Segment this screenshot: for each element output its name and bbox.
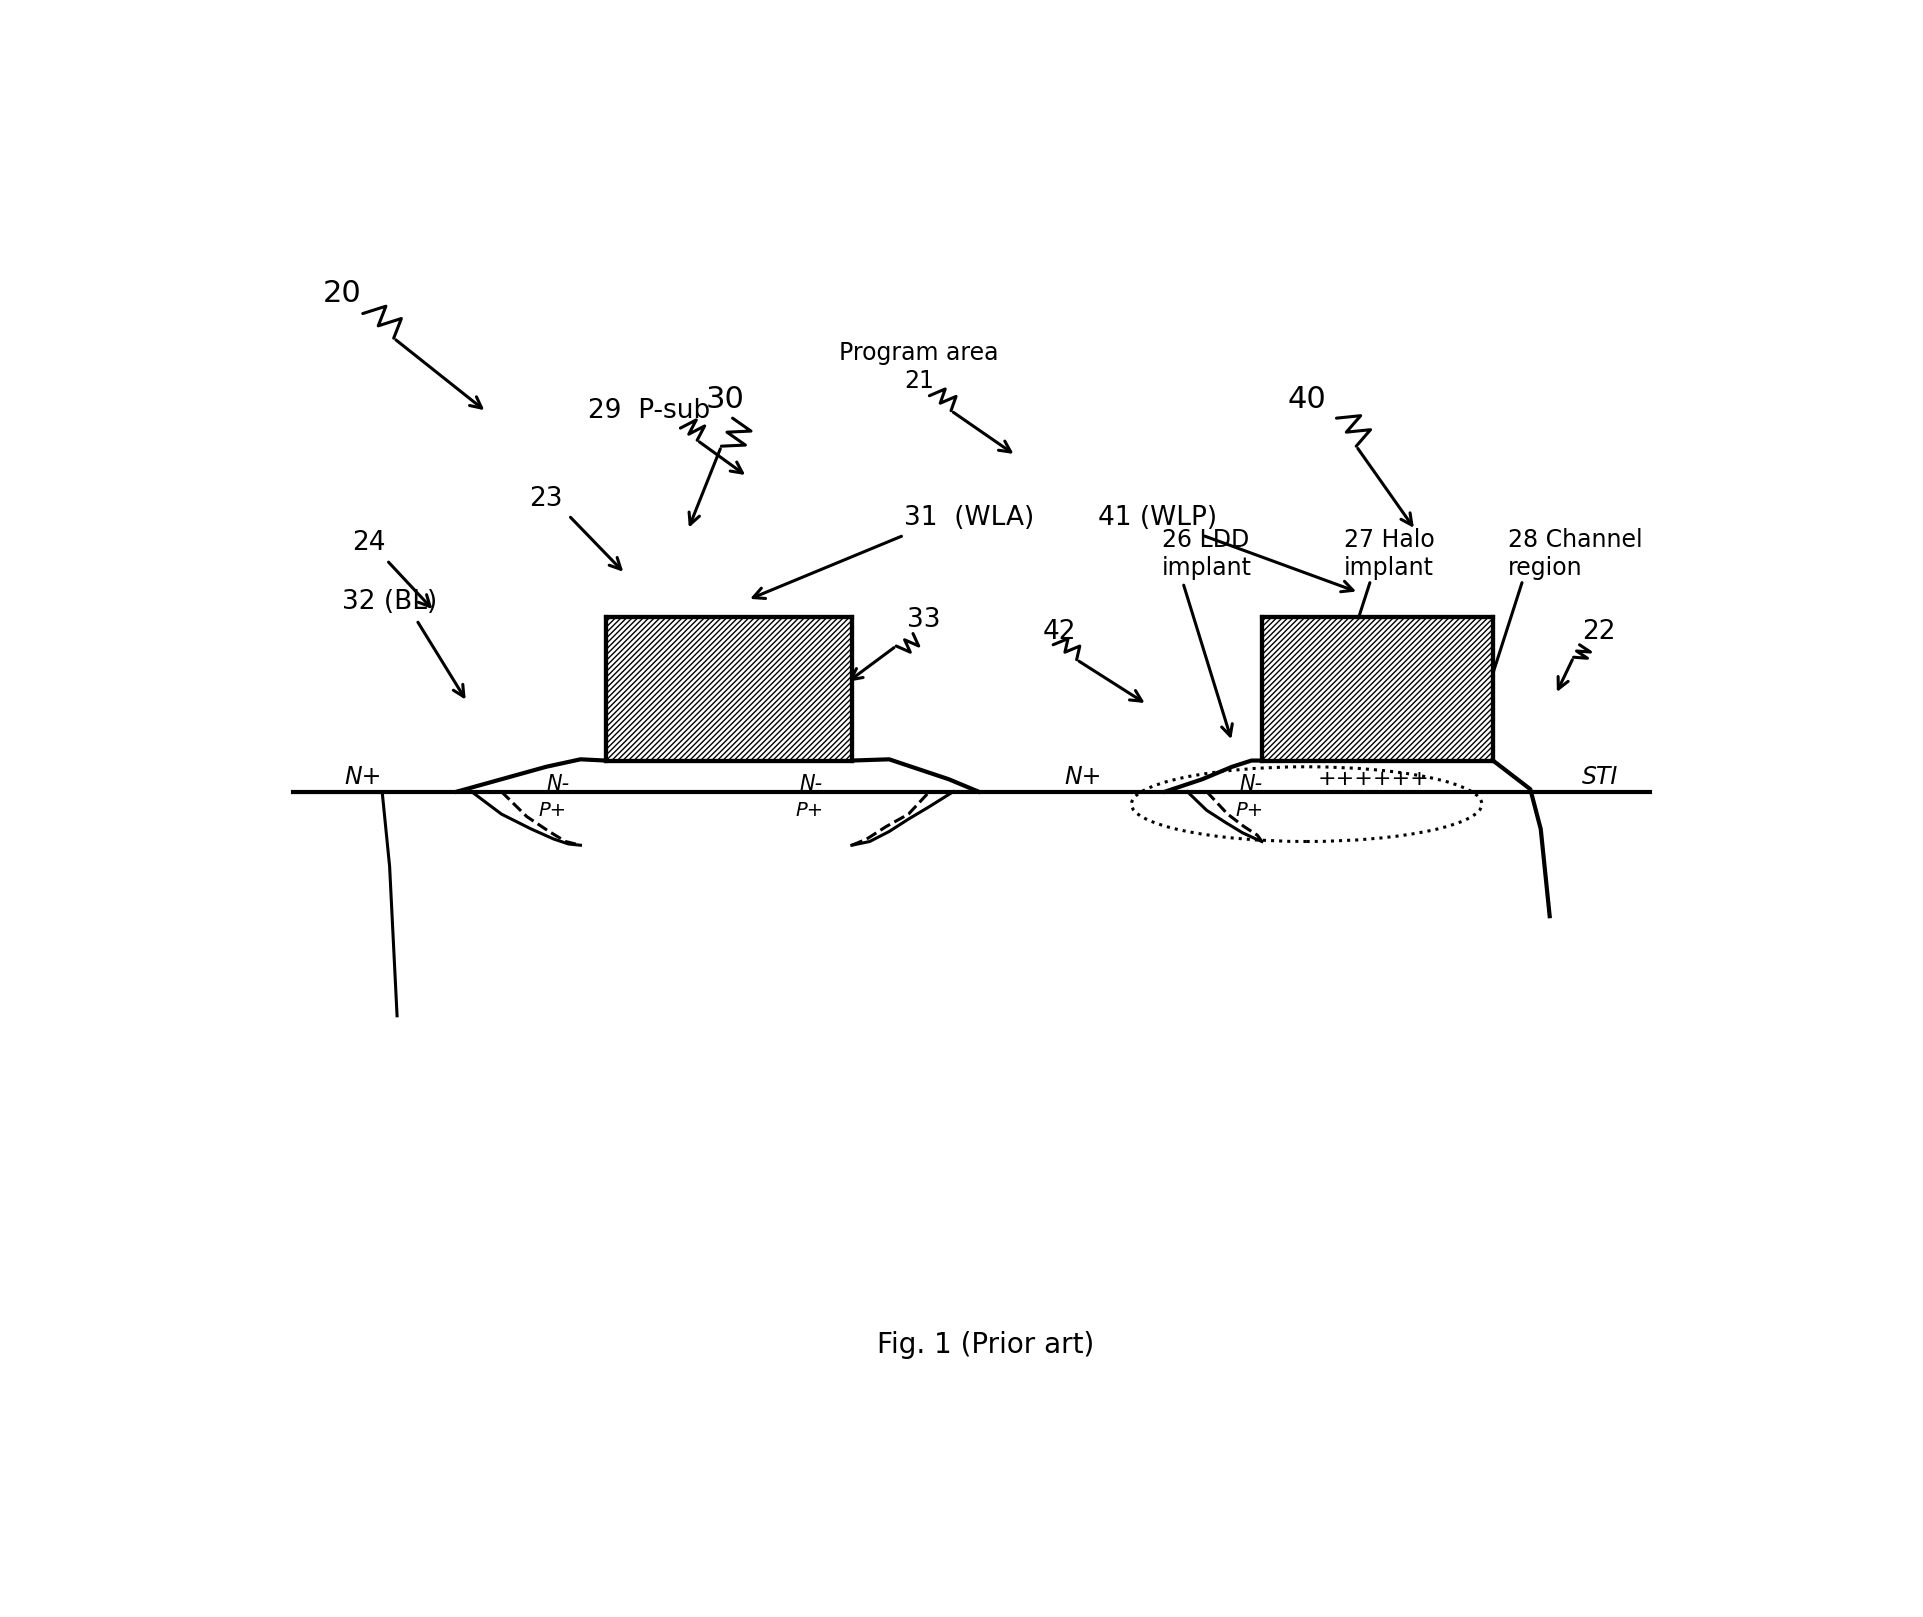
Text: implant: implant xyxy=(1342,556,1433,579)
Text: STI: STI xyxy=(1581,765,1617,789)
Text: 32 (BL): 32 (BL) xyxy=(342,590,437,616)
Text: 40: 40 xyxy=(1286,385,1325,414)
Text: P+: P+ xyxy=(794,800,823,820)
Text: Fig. 1 (Prior art): Fig. 1 (Prior art) xyxy=(877,1331,1094,1358)
Text: 31  (WLA): 31 (WLA) xyxy=(904,505,1035,530)
Text: 21: 21 xyxy=(904,369,933,393)
Text: region: region xyxy=(1508,556,1583,579)
Text: 33: 33 xyxy=(906,606,940,632)
Text: N-: N- xyxy=(1238,775,1261,794)
Text: 27 Halo: 27 Halo xyxy=(1342,529,1435,551)
Text: 20: 20 xyxy=(323,280,362,309)
Text: N-: N- xyxy=(546,775,569,794)
Text: 42: 42 xyxy=(1042,619,1075,645)
Text: 23: 23 xyxy=(529,487,563,513)
Bar xyxy=(606,618,852,760)
Text: 24: 24 xyxy=(352,530,387,556)
Text: P+: P+ xyxy=(538,800,567,820)
Text: 28 Channel: 28 Channel xyxy=(1508,529,1642,551)
Text: implant: implant xyxy=(1161,556,1252,579)
Text: 29  P-sub: 29 P-sub xyxy=(588,398,710,424)
Text: P+: P+ xyxy=(1235,800,1263,820)
Text: 22: 22 xyxy=(1581,619,1615,645)
Text: Program area: Program area xyxy=(838,341,998,365)
Text: ++++++: ++++++ xyxy=(1317,770,1429,789)
Text: 30: 30 xyxy=(706,385,744,414)
Text: N+: N+ xyxy=(1063,765,1102,789)
Text: 26 LDD: 26 LDD xyxy=(1161,529,1248,551)
Text: N+: N+ xyxy=(344,765,381,789)
Text: N-: N- xyxy=(800,775,823,794)
Text: 41 (WLP): 41 (WLP) xyxy=(1098,505,1217,530)
Bar xyxy=(1261,618,1492,760)
